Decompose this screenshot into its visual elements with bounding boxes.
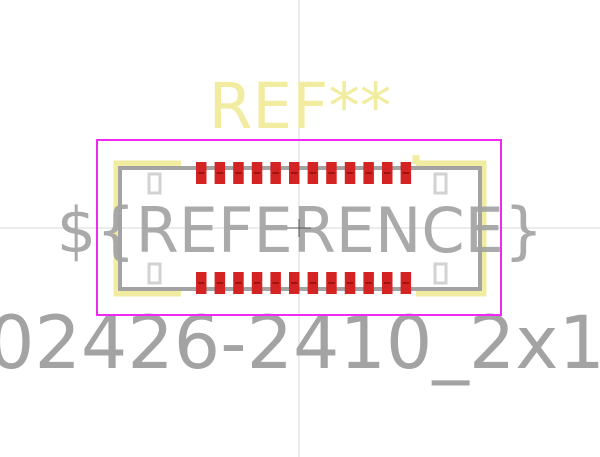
value-text: 02426-2410_2x12 [0,301,600,386]
corner-marker-tr [433,172,448,195]
courtyard-outline [96,139,502,316]
crosshair-icon [287,219,311,237]
reference-designator: REF** [209,70,392,143]
corner-marker-br [433,262,448,285]
corner-marker-bl [147,262,162,285]
corner-markers [147,172,448,285]
pad-row-bottom [196,272,412,294]
silkscreen-outline [113,155,487,297]
pad-row-top [196,162,412,184]
reference-field-text: ${REFERENCE} [57,194,544,267]
silk-bracket-top-left [113,160,181,297]
fab-outline [118,166,482,291]
corner-marker-tl [147,172,162,195]
silk-bracket-top-right [416,160,487,297]
